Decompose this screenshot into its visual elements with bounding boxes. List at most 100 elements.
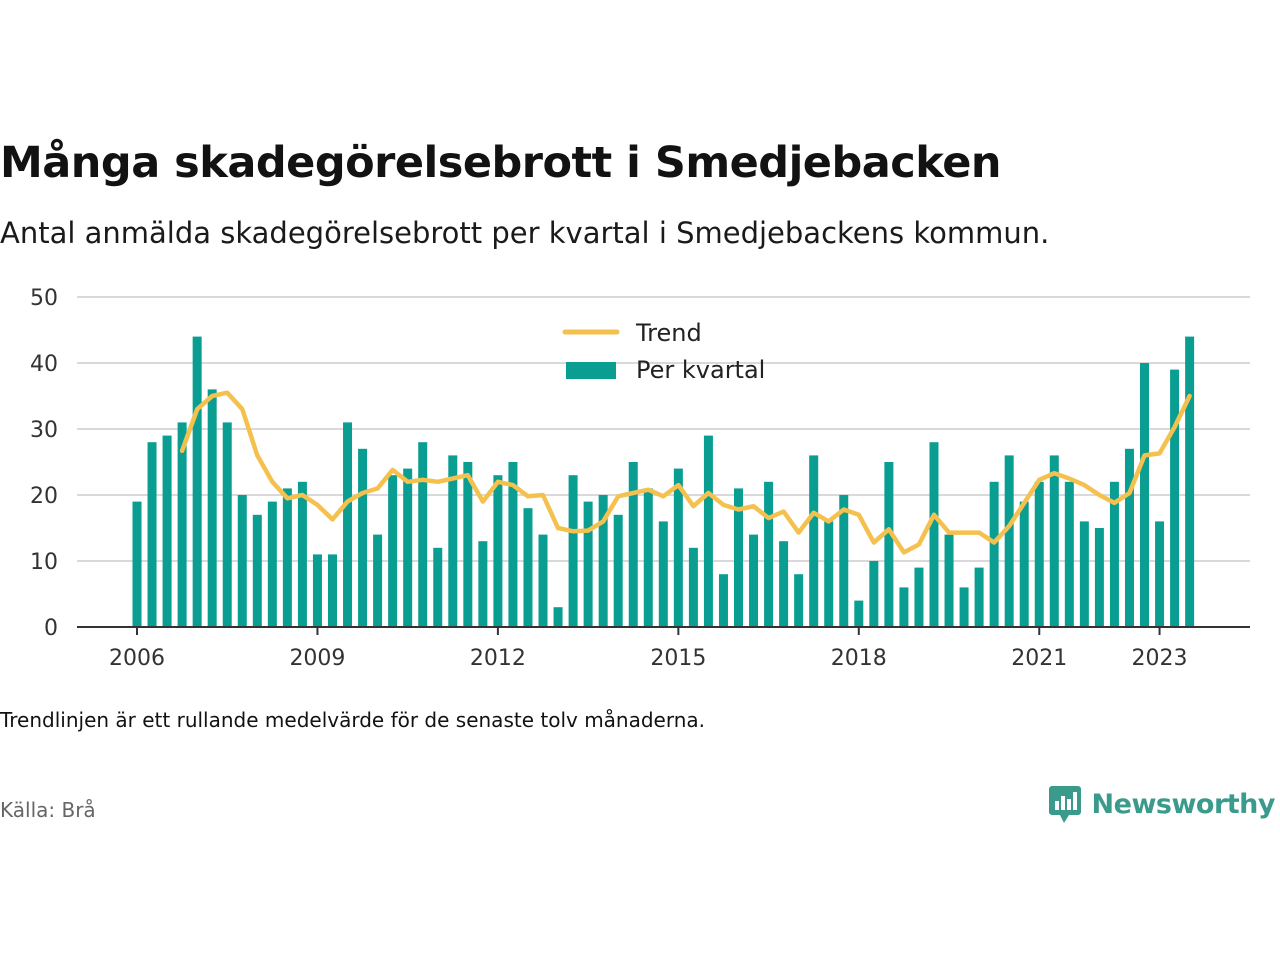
y-axis-ticks: 0 10 20 30 40 50 bbox=[30, 286, 58, 641]
bar bbox=[478, 541, 488, 627]
x-tick-label: 2006 bbox=[109, 646, 165, 671]
newsworthy-logo[interactable]: Newsworthy bbox=[1048, 784, 1276, 824]
bar bbox=[222, 422, 232, 627]
trend-line bbox=[179, 390, 1192, 555]
bar bbox=[809, 455, 819, 627]
chart-subtitle: Antal anmälda skadegörelsebrott per kvar… bbox=[0, 216, 1050, 250]
chart-note: Trendlinjen är ett rullande medelvärde f… bbox=[0, 708, 706, 732]
x-tick-label: 2018 bbox=[831, 646, 887, 671]
newsworthy-logo-icon bbox=[1048, 786, 1081, 823]
y-tick-label: 10 bbox=[30, 550, 58, 575]
x-tick-label: 2015 bbox=[650, 646, 706, 671]
bar bbox=[1064, 481, 1074, 627]
bar bbox=[1019, 501, 1029, 627]
bar bbox=[132, 501, 142, 627]
chart: 0 10 20 30 40 50 2006 2009 2012 2015 2018 2021 2023… bbox=[30, 286, 1250, 671]
bar bbox=[538, 534, 548, 627]
bar bbox=[1109, 481, 1119, 627]
x-tick-label: 2023 bbox=[1132, 646, 1188, 671]
bar bbox=[553, 607, 563, 627]
y-tick-label: 20 bbox=[30, 484, 58, 509]
bar bbox=[523, 508, 533, 627]
bar bbox=[598, 495, 608, 627]
legend-bars-label: Per kvartal bbox=[636, 356, 765, 384]
source-text: Källa: Brå bbox=[0, 798, 96, 822]
bar bbox=[929, 442, 939, 627]
bar bbox=[734, 488, 743, 627]
bar bbox=[899, 587, 909, 627]
bar bbox=[343, 422, 353, 627]
bar bbox=[448, 455, 458, 627]
bar bbox=[358, 448, 368, 627]
bar bbox=[1124, 448, 1134, 627]
y-tick-label: 0 bbox=[44, 616, 58, 641]
y-tick-label: 40 bbox=[30, 352, 58, 377]
bar bbox=[779, 541, 789, 627]
bar bbox=[673, 468, 683, 627]
bar bbox=[1094, 528, 1104, 627]
bar bbox=[1185, 336, 1195, 627]
legend-bars-swatch bbox=[566, 362, 616, 379]
newsworthy-wordmark: Newsworthy bbox=[1091, 788, 1276, 820]
bar bbox=[839, 495, 849, 627]
bar bbox=[1155, 521, 1165, 627]
bar bbox=[1140, 363, 1150, 627]
bar bbox=[1170, 369, 1180, 627]
bar bbox=[1034, 481, 1044, 627]
x-axis-ticks: 2006 2009 2012 2015 2018 2021 2023 bbox=[109, 627, 1188, 671]
bar bbox=[192, 336, 202, 627]
legend-trend-label: Trend bbox=[635, 319, 702, 347]
bar bbox=[583, 501, 593, 627]
x-tick-label: 2009 bbox=[289, 646, 345, 671]
bar bbox=[493, 475, 503, 627]
bar bbox=[327, 554, 337, 627]
bar bbox=[237, 495, 247, 627]
bar bbox=[703, 435, 713, 627]
y-tick-label: 50 bbox=[30, 286, 58, 311]
bar bbox=[628, 462, 638, 627]
bar bbox=[854, 600, 864, 627]
bar bbox=[914, 567, 924, 627]
bar bbox=[824, 521, 834, 627]
bar bbox=[373, 534, 383, 627]
bar bbox=[147, 442, 157, 627]
bar bbox=[463, 462, 473, 627]
x-tick-label: 2012 bbox=[470, 646, 526, 671]
bar bbox=[177, 422, 187, 627]
chart-title: Många skadegörelsebrott i Smedjebacken bbox=[0, 138, 1001, 188]
bar bbox=[297, 481, 307, 627]
bar bbox=[508, 462, 518, 627]
bar bbox=[749, 534, 759, 627]
bar bbox=[974, 567, 984, 627]
legend: Trend Per kvartal bbox=[562, 319, 765, 384]
bar bbox=[252, 514, 262, 627]
bar bbox=[1004, 455, 1014, 627]
bar bbox=[207, 389, 217, 627]
trend-series bbox=[179, 390, 1192, 555]
bar bbox=[162, 435, 172, 627]
bar bbox=[613, 514, 623, 627]
bar bbox=[794, 574, 804, 627]
x-tick-label: 2021 bbox=[1011, 646, 1067, 671]
bar bbox=[1079, 521, 1089, 627]
bar bbox=[688, 547, 698, 627]
bar bbox=[643, 488, 653, 627]
bar-series bbox=[132, 336, 1195, 627]
bar bbox=[1049, 455, 1059, 627]
bar bbox=[282, 488, 292, 627]
bar bbox=[403, 468, 413, 627]
bar bbox=[764, 481, 774, 627]
bar bbox=[433, 547, 443, 627]
bar bbox=[944, 534, 954, 627]
bar bbox=[884, 462, 894, 627]
bar bbox=[658, 521, 668, 627]
bar bbox=[267, 501, 277, 627]
bar bbox=[718, 574, 728, 627]
bar bbox=[312, 554, 322, 627]
bar bbox=[989, 481, 999, 627]
bar bbox=[418, 442, 428, 627]
bar bbox=[959, 587, 969, 627]
y-tick-label: 30 bbox=[30, 418, 58, 443]
bar bbox=[869, 561, 879, 627]
bar bbox=[568, 475, 578, 627]
